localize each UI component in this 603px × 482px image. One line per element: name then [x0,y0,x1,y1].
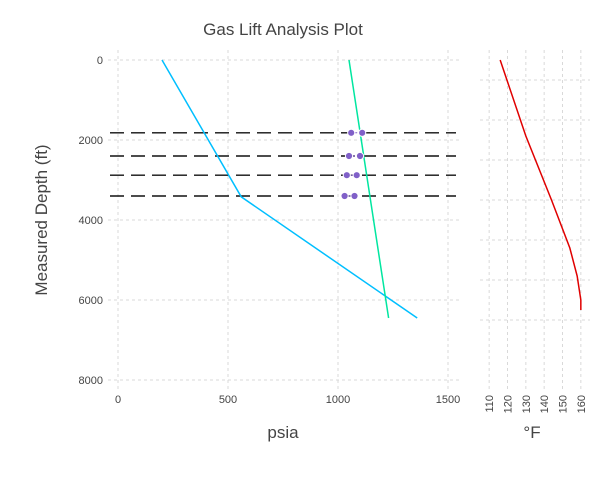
series-line [161,59,418,319]
pressure-axis-title: psia [267,423,299,442]
x-tick-label: 130 [521,395,533,413]
valve-marker [355,151,365,161]
x-tick-label: 500 [219,394,237,406]
valve-marker [347,128,356,137]
y-tick-label: 4000 [79,215,103,227]
series-line [499,59,582,310]
valve-marker [350,191,359,201]
chart-title: Gas Lift Analysis Plot [203,20,363,39]
series-line [348,59,390,319]
x-tick-label: 110 [484,395,496,413]
x-tick-label: 120 [503,395,515,413]
temperature-axis-title: °F [523,423,540,442]
x-tick-label: 0 [115,394,121,406]
y-tick-label: 0 [97,55,103,67]
x-tick-label: 1500 [436,394,460,406]
y-tick-label: 8000 [79,375,103,387]
valve-marker [352,171,361,180]
valve-marker [344,151,354,161]
valve-marker [342,171,351,180]
x-tick-label: 150 [558,395,570,413]
x-tick-label: 140 [539,395,551,413]
y-axis-title: Measured Depth (ft) [32,144,51,295]
valve-marker [340,191,349,201]
y-tick-label: 2000 [79,135,103,147]
x-tick-label: 160 [576,395,588,413]
valve-marker [358,128,367,137]
y-tick-label: 6000 [79,295,103,307]
plot-layer: 0 500 1000 1500 0 2000 4000 6000 8000 110 120 130 14… [79,50,590,413]
x-tick-label: 1000 [326,394,350,406]
